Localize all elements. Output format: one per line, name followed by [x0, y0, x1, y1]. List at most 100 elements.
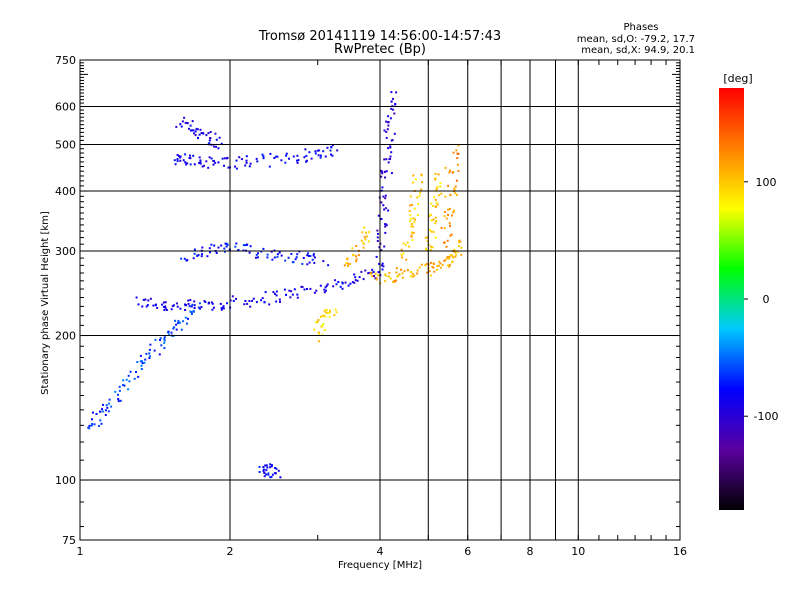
- data-point-X-0-1-13: [412, 275, 415, 278]
- data-point-O-2-5-2: [167, 330, 170, 333]
- stats-o-mode: mean, sd,O: -79.2, 17.7: [577, 34, 695, 45]
- data-point-O-2-3-8: [139, 354, 142, 357]
- data-point-O-3-5-12: [322, 260, 325, 263]
- data-point-O-0-6-11: [306, 288, 308, 290]
- data-point-O-0-6-0: [283, 288, 286, 291]
- data-point-O-0-6-12: [315, 289, 318, 292]
- data-point-X-2-1-7: [436, 203, 439, 206]
- data-point-O-1-3-12: [249, 162, 252, 165]
- data-point-O-3-1-4: [213, 244, 216, 247]
- data-point-O-0-2-6: [187, 299, 190, 302]
- data-point-X-1-2-9: [414, 178, 417, 181]
- data-point-X-2-2-1: [434, 198, 437, 201]
- data-point-O-0-7-1: [323, 288, 326, 291]
- data-point-O-1-0-13: [185, 163, 188, 166]
- data-point-O-2-1-0: [99, 410, 102, 413]
- data-point-X-3-1-2: [452, 209, 455, 212]
- data-point-X-3-1-10: [456, 193, 458, 196]
- data-point-O-0-1-11: [176, 305, 179, 308]
- data-point-O-2-2-12: [137, 375, 140, 378]
- data-point-X-5-1-13: [363, 226, 366, 229]
- data-point-O-3-3-12: [271, 258, 274, 261]
- data-point-X-3-1-0: [451, 214, 453, 217]
- data-point-O-2-5-9: [180, 328, 183, 331]
- data-point-O-2-4-8: [163, 347, 166, 350]
- data-point-O-0-1-1: [164, 301, 167, 304]
- data-point-O-4-4-13: [395, 91, 398, 94]
- data-point-O-2-1-8: [110, 405, 113, 408]
- data-point-O-2-0-3: [88, 427, 91, 430]
- data-point-X-2-0-2: [425, 249, 428, 252]
- data-point-X-2-0-12: [434, 222, 437, 225]
- data-point-X-4-1-6: [329, 309, 331, 312]
- data-point-X-2-2-10: [434, 172, 437, 175]
- data-point-X-3-2-12: [457, 144, 460, 147]
- colorbar-label: [deg]: [723, 72, 752, 85]
- data-point-O-2-6-2: [187, 317, 189, 320]
- data-point-O-6-1-4: [270, 465, 273, 468]
- data-point-O-1-4-7: [274, 155, 277, 158]
- data-point-X-2-2-5: [439, 185, 442, 188]
- data-point-O-2-3-5: [136, 361, 139, 363]
- data-point-O-1-3-13: [262, 155, 265, 158]
- data-point-O-0-8-7: [353, 281, 356, 284]
- data-point-O-6-0-5: [258, 466, 261, 468]
- data-point-O-2-3-13: [148, 348, 151, 351]
- data-point-O-4-2-1: [381, 172, 384, 175]
- data-point-O-1-4-2: [268, 165, 271, 168]
- data-point-O-3-1-11: [224, 242, 227, 245]
- y-axis-label: Stationary phase Virtual Height [km]: [40, 211, 51, 395]
- data-point-O-1-6-8: [330, 146, 333, 149]
- data-point-O-0-8-13: [368, 271, 371, 274]
- data-point-O-3-3-8: [260, 250, 263, 253]
- data-point-X-4-1-7: [325, 311, 328, 314]
- data-point-O-4-2-5: [383, 170, 386, 173]
- data-point-O-1-0-8: [179, 159, 182, 162]
- x-tick-label-8: 8: [527, 545, 534, 558]
- data-point-X-1-1-6: [414, 218, 417, 221]
- y-tick-label-750: 750: [55, 54, 76, 67]
- data-point-O-4-2-7: [387, 161, 390, 164]
- data-point-X-5-1-11: [368, 231, 370, 234]
- data-point-O-0-6-6: [300, 285, 303, 288]
- data-point-X-0-2-3: [413, 274, 416, 277]
- data-point-O-1-4-13: [296, 159, 298, 162]
- data-point-X-3-1-12: [453, 188, 456, 191]
- data-point-O-6-0-8: [269, 466, 272, 469]
- data-point-O-2-2-3: [118, 389, 121, 392]
- data-point-O-5-0-3: [184, 121, 187, 124]
- data-point-X-1-2-13: [420, 173, 423, 176]
- data-point-O-2-2-10: [127, 374, 130, 377]
- data-point-O-0-5-4: [264, 291, 267, 294]
- data-point-O-0-5-11: [285, 293, 287, 296]
- data-point-X-3-0-7: [450, 233, 453, 236]
- data-point-O-0-5-2: [268, 303, 271, 306]
- data-point-O-2-1-3: [102, 403, 104, 406]
- data-point-O-2-2-5: [123, 384, 126, 387]
- data-point-X-3-2-6: [449, 169, 451, 172]
- data-point-O-0-1-5: [171, 305, 174, 308]
- data-point-O-4-2-11: [385, 158, 388, 161]
- data-point-O-1-5-3: [297, 159, 300, 162]
- data-point-O-3-2-8: [237, 249, 240, 252]
- data-point-O-3-0-8: [197, 254, 200, 257]
- data-point-O-2-5-8: [170, 331, 173, 334]
- data-point-O-4-1-6: [382, 204, 385, 207]
- data-point-X-2-0-1: [429, 248, 432, 251]
- data-point-O-2-1-7: [104, 409, 107, 412]
- data-point-X-4-1-9: [333, 314, 336, 317]
- data-point-O-4-0-5: [376, 240, 379, 242]
- data-point-X-0-3-8: [437, 264, 440, 267]
- data-point-O-1-6-13: [336, 149, 339, 152]
- data-point-O-0-1-4: [164, 305, 167, 308]
- data-point-X-1-2-0: [411, 203, 414, 206]
- y-tick-label-600: 600: [55, 101, 76, 114]
- data-point-O-6-0-7: [263, 472, 266, 474]
- data-point-O-1-0-9: [186, 162, 189, 165]
- data-point-O-1-1-8: [202, 164, 205, 167]
- data-point-O-4-1-0: [384, 223, 387, 226]
- data-point-O-5-2-13: [213, 145, 215, 148]
- data-point-O-0-0-5: [141, 305, 144, 308]
